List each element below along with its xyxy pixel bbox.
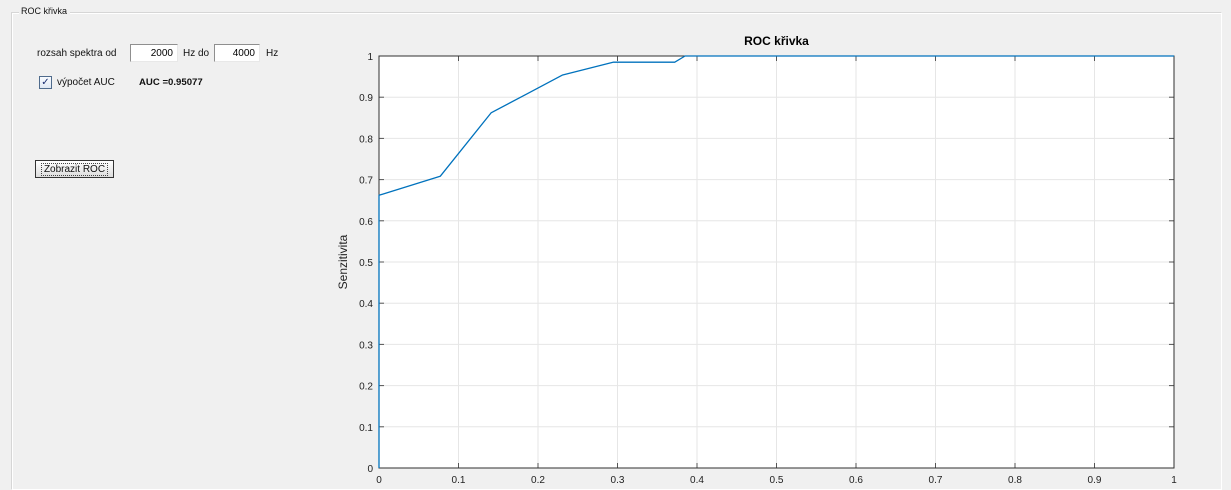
range-label: rozsah spektra od <box>37 48 117 59</box>
x-tick-label: 0.4 <box>690 475 704 486</box>
x-tick-label: 0.2 <box>531 475 545 486</box>
x-tick-label: 0.3 <box>611 475 625 486</box>
x-tick-label: 0.1 <box>452 475 466 486</box>
panel-title: ROC křivka <box>19 5 71 17</box>
y-tick-label: 0.3 <box>359 340 373 351</box>
x-tick-label: 1 <box>1171 475 1177 486</box>
from-frequency-input[interactable] <box>130 44 178 62</box>
auc-checkbox-label[interactable]: výpočet AUC <box>57 77 115 88</box>
y-tick-label: 0.9 <box>359 93 373 104</box>
middle-hz-label: Hz do <box>183 48 210 59</box>
y-tick-label: 0.8 <box>359 134 373 145</box>
y-axis-label: Senzitivita <box>336 234 350 289</box>
y-tick-label: 0.4 <box>359 299 373 310</box>
roc-curve-series-0 <box>378 55 1174 468</box>
y-tick-label: 1 <box>367 52 373 63</box>
auc-value: AUC =0.95077 <box>139 77 203 88</box>
show-roc-label: Zobrazit ROC <box>40 162 109 176</box>
auc-checkbox[interactable]: ✓ <box>39 76 52 89</box>
y-tick-label: 0.5 <box>359 258 373 269</box>
y-tick-label: 0 <box>367 464 373 475</box>
unit-label: Hz <box>266 48 279 59</box>
x-tick-label: 0.6 <box>849 475 863 486</box>
y-tick-label: 0.7 <box>359 176 373 187</box>
x-tick-label: 0 <box>376 475 382 486</box>
x-tick-label: 0.8 <box>1008 475 1022 486</box>
check-icon: ✓ <box>41 77 50 88</box>
x-tick-label: 0.7 <box>929 475 943 486</box>
y-tick-label: 0.6 <box>359 217 373 228</box>
x-tick-label: 0.9 <box>1088 475 1102 486</box>
chart-title: ROC křivka <box>744 34 809 48</box>
x-tick-label: 0.5 <box>770 475 784 486</box>
y-tick-label: 0.2 <box>359 382 373 393</box>
show-roc-button[interactable]: Zobrazit ROC <box>35 160 114 178</box>
to-frequency-input[interactable] <box>214 44 260 62</box>
y-tick-label: 0.1 <box>359 423 373 434</box>
